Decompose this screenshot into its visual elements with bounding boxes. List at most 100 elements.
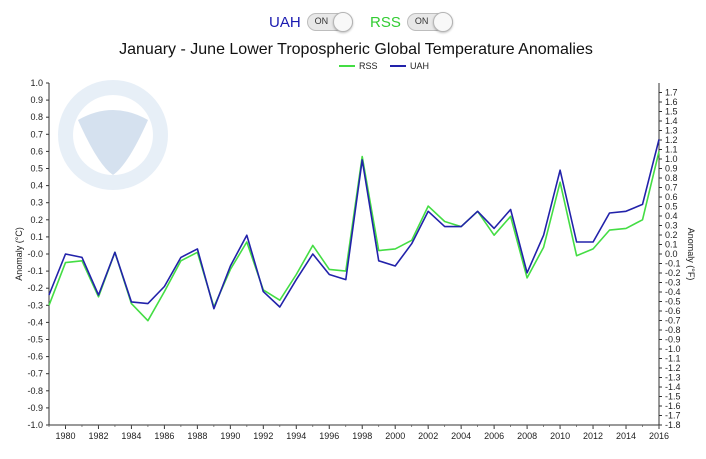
series-line-rss[interactable] bbox=[48, 151, 660, 322]
x-tick-label: 1994 bbox=[286, 431, 306, 441]
y-right-tick-label: 0.8 bbox=[665, 173, 678, 183]
y-right-tick-label: 1.1 bbox=[665, 145, 678, 155]
x-tick-label: 2002 bbox=[418, 431, 438, 441]
series-line-uah[interactable] bbox=[48, 139, 660, 310]
x-tick-label: 1980 bbox=[55, 431, 75, 441]
rss-toggle-label: RSS bbox=[370, 13, 401, 31]
y-left-tick-label: 0.6 bbox=[30, 146, 43, 156]
y-right-tick-label: 0.5 bbox=[665, 202, 678, 212]
y-right-tick-label: 0.4 bbox=[665, 211, 678, 221]
x-tick-label: 1998 bbox=[352, 431, 372, 441]
y-right-tick-label: 0.6 bbox=[665, 192, 678, 202]
y-right-tick-label: -1.2 bbox=[665, 363, 681, 373]
chart-legend: RSS UAH bbox=[339, 61, 429, 71]
y-right-tick-label: -1.8 bbox=[665, 420, 681, 430]
x-tick-label: 2016 bbox=[649, 431, 669, 441]
x-tick-label: 1984 bbox=[121, 431, 141, 441]
y-right-tick-label: -1.1 bbox=[665, 354, 681, 364]
y-right-tick-label: 1.2 bbox=[665, 135, 678, 145]
x-tick-label: 2006 bbox=[484, 431, 504, 441]
y-left-tick-label: -0.3 bbox=[27, 300, 43, 310]
noaa-logo-circle bbox=[58, 80, 168, 190]
y-right-tick-label: 0.1 bbox=[665, 240, 678, 250]
chart-series bbox=[48, 139, 660, 322]
y-axis-left-label: Anomaly (°C) bbox=[14, 227, 24, 281]
rss-toggle-state: ON bbox=[414, 16, 429, 26]
y-right-tick-label: -1.5 bbox=[665, 392, 681, 402]
y-right-tick-label: -0.4 bbox=[665, 287, 681, 297]
y-right-tick-label: -1.6 bbox=[665, 401, 681, 411]
y-right-tick-label: -1.4 bbox=[665, 382, 681, 392]
x-tick-label: 2004 bbox=[451, 431, 471, 441]
y-left-tick-label: 0.5 bbox=[30, 164, 43, 174]
x-tick-label: 1990 bbox=[220, 431, 240, 441]
y-right-tick-label: 0.7 bbox=[665, 183, 678, 193]
x-tick-label: 2000 bbox=[385, 431, 405, 441]
rss-toggle-switch[interactable]: ON bbox=[406, 12, 453, 32]
uah-toggle-group: UAH ON bbox=[269, 10, 353, 34]
y-right-tick-label: -0.8 bbox=[665, 325, 681, 335]
y-right-tick-label: 0.3 bbox=[665, 221, 678, 231]
y-right-tick-label: -0.3 bbox=[665, 278, 681, 288]
x-axis-ticks: 1980 1982 1984 1986 1988 1990 1992 1994 1996 1998… bbox=[48, 425, 669, 441]
noaa-logo-inner bbox=[73, 95, 153, 175]
x-tick-label: 2014 bbox=[616, 431, 636, 441]
y-right-tick-label: 1.7 bbox=[665, 88, 678, 98]
y-left-tick-label: 0.1 bbox=[30, 232, 43, 242]
y-left-tick-label: -0.5 bbox=[27, 335, 43, 345]
y-left-tick-label: -0.1 bbox=[27, 266, 43, 276]
y-right-tick-label: -0.6 bbox=[665, 306, 681, 316]
y-right-tick-label: 0.9 bbox=[665, 164, 678, 174]
x-tick-label: 1982 bbox=[88, 431, 108, 441]
series-toggles: UAH ON RSS ON bbox=[0, 10, 706, 34]
y-left-tick-label: -0.0 bbox=[27, 249, 43, 259]
y-right-tick-label: -0.1 bbox=[665, 259, 681, 269]
y-left-tick-label: -1.0 bbox=[27, 420, 43, 430]
y-right-tick-label: -0.9 bbox=[665, 335, 681, 345]
y-right-tick-label: 1.5 bbox=[665, 107, 678, 117]
uah-toggle-knob[interactable] bbox=[332, 12, 353, 32]
legend-label-rss[interactable]: RSS bbox=[359, 61, 378, 71]
noaa-logo-watermark bbox=[58, 80, 168, 190]
y-left-tick-label: 0.9 bbox=[30, 95, 43, 105]
rss-toggle-knob[interactable] bbox=[432, 12, 453, 32]
y-left-tick-label: 0.2 bbox=[30, 215, 43, 225]
y-left-tick-label: 0.7 bbox=[30, 129, 43, 139]
y-axis-right-ticks: -1.8-1.7-1.6-1.5-1.4-1.3-1.2-1.1-1.0-0.9… bbox=[659, 88, 681, 430]
y-left-tick-label: -0.9 bbox=[27, 403, 43, 413]
y-left-tick-label: -0.2 bbox=[27, 283, 43, 293]
y-left-tick-label: -0.6 bbox=[27, 352, 43, 362]
y-left-tick-label: 0.8 bbox=[30, 112, 43, 122]
y-right-tick-label: 1.4 bbox=[665, 116, 678, 126]
y-right-tick-label: -1.7 bbox=[665, 411, 681, 421]
y-axis-right-label: Anomaly (°F) bbox=[686, 228, 696, 281]
legend-label-uah[interactable]: UAH bbox=[410, 61, 429, 71]
x-tick-label: 1986 bbox=[154, 431, 174, 441]
x-tick-label: 1992 bbox=[253, 431, 273, 441]
chart-title: January - June Lower Tropospheric Global… bbox=[119, 41, 593, 58]
y-right-tick-label: -0.2 bbox=[665, 268, 681, 278]
x-tick-label: 2010 bbox=[550, 431, 570, 441]
x-tick-label: 2008 bbox=[517, 431, 537, 441]
y-right-tick-label: 1.0 bbox=[665, 154, 678, 164]
y-left-tick-label: -0.8 bbox=[27, 386, 43, 396]
y-left-tick-label: -0.4 bbox=[27, 317, 43, 327]
x-tick-label: 1996 bbox=[319, 431, 339, 441]
uah-toggle-label: UAH bbox=[269, 13, 301, 31]
rss-toggle-group: RSS ON bbox=[370, 10, 453, 34]
y-axis-left-ticks: -1.0 -0.9 -0.8 -0.7 -0.6 -0.5 -0.4 -0.3 -0.2 -0.1… bbox=[27, 78, 49, 430]
noaa-logo-bird bbox=[78, 110, 148, 175]
y-right-tick-label: -1.0 bbox=[665, 344, 681, 354]
y-left-tick-label: -0.7 bbox=[27, 369, 43, 379]
uah-toggle-switch[interactable]: ON bbox=[306, 12, 353, 32]
y-right-tick-label: 1.6 bbox=[665, 97, 678, 107]
y-left-tick-label: 0.4 bbox=[30, 181, 43, 191]
y-left-tick-label: 0.3 bbox=[30, 198, 43, 208]
x-tick-label: 2012 bbox=[583, 431, 603, 441]
y-left-tick-label: 1.0 bbox=[30, 78, 43, 88]
y-right-tick-label: 0.0 bbox=[665, 249, 678, 259]
y-right-tick-label: 1.3 bbox=[665, 126, 678, 136]
y-right-tick-label: -0.7 bbox=[665, 316, 681, 326]
y-right-tick-label: -0.5 bbox=[665, 297, 681, 307]
